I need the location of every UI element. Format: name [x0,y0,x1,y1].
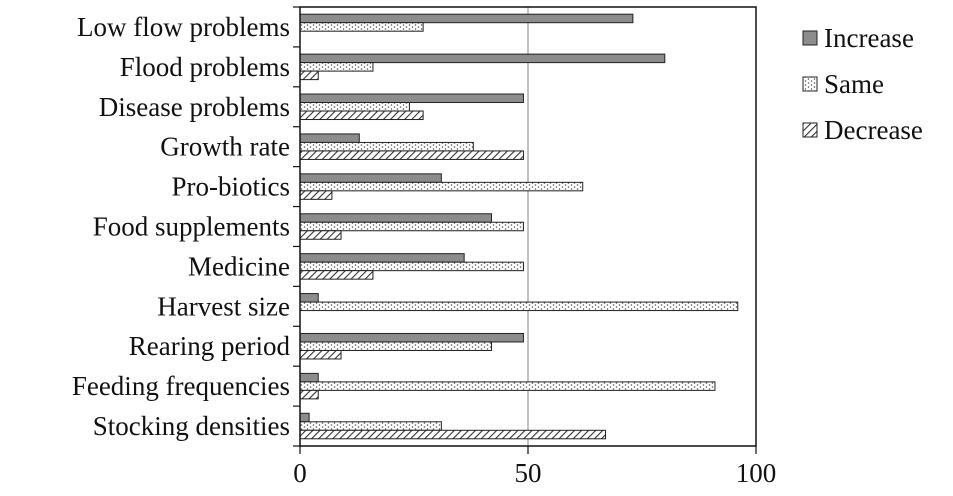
bar-increase-3 [299,133,360,143]
bar-increase-8 [299,332,524,343]
bar-increase-4 [299,173,442,183]
bar-same-2 [299,102,410,112]
bar-decrease-10 [299,429,607,440]
category-label: Stocking densities [93,411,290,441]
category-label: Food supplements [93,212,290,242]
bar-same-9 [299,381,716,391]
bar-same-10 [299,421,442,431]
bar-same-7 [299,301,739,312]
bar-decrease-4 [299,190,333,200]
category-label: Growth rate [160,132,290,162]
x-tick-label: 100 [736,458,777,488]
bar-decrease-2 [299,110,424,121]
bar-increase-10 [299,412,310,423]
legend-label-decrease: Decrease [824,115,923,145]
category-label: Flood problems [120,52,290,82]
legend-swatch-increase [802,30,818,46]
category-label: Pro-biotics [172,172,291,202]
bar-increase-2 [299,93,524,104]
bar-same-4 [299,181,584,192]
bar-increase-0 [299,13,634,24]
bar-same-6 [299,261,524,272]
bar-increase-5 [299,213,493,223]
bar-same-5 [299,221,524,232]
legend-label-increase: Increase [824,23,914,53]
category-label: Rearing period [129,331,291,361]
bar-decrease-1 [299,70,319,81]
legend-label-same: Same [824,69,884,99]
category-label: Feeding frequencies [72,371,290,401]
bar-decrease-6 [299,270,374,280]
bar-decrease-8 [299,349,342,360]
bar-decrease-9 [299,389,319,400]
bar-same-1 [299,62,374,72]
bar-decrease-5 [299,230,342,240]
legend-swatch-decrease [802,122,818,138]
category-label: Disease problems [99,92,290,122]
bar-same-0 [299,22,424,32]
bar-decrease-3 [299,150,524,160]
bar-same-3 [299,141,474,152]
bar-increase-7 [299,293,319,303]
category-label: Low flow problems [77,12,290,42]
category-label: Medicine [188,251,290,281]
x-tick-label: 50 [515,458,542,488]
legend-swatch-same [802,76,818,92]
category-label: Harvest size [157,291,290,321]
bar-increase-1 [299,53,666,64]
x-tick-label: 0 [293,458,307,488]
bar-same-8 [299,341,493,351]
bar-increase-6 [299,253,465,263]
bar-increase-9 [299,372,319,383]
